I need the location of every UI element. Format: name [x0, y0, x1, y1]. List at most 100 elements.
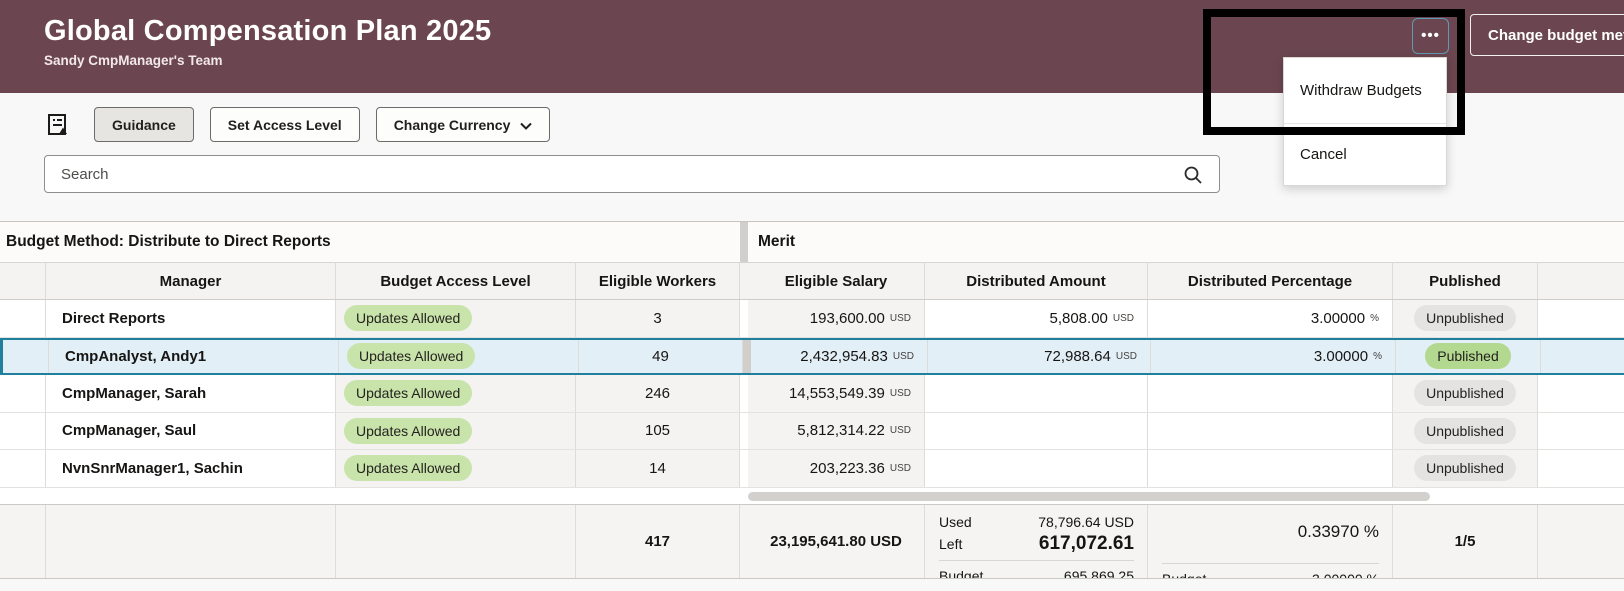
change-budget-method-button[interactable]: Change budget method	[1470, 14, 1624, 56]
published-badge: Unpublished	[1414, 380, 1516, 407]
published-cell: Unpublished	[1393, 300, 1538, 337]
currency-unit: USD	[889, 312, 911, 324]
row-select-cell[interactable]	[0, 300, 46, 337]
distributed-percentage-cell[interactable]	[1148, 412, 1393, 449]
published-badge: Published	[1425, 343, 1511, 370]
left-value: 617,072.61	[1038, 532, 1134, 554]
table-row[interactable]: Direct Reports Updates Allowed 3 193,600…	[0, 300, 1624, 338]
budget-pct-value: 3.00000 %	[1312, 571, 1379, 578]
col-header-eligible-workers[interactable]: Eligible Workers	[576, 263, 740, 299]
distributed-amount-cell[interactable]	[925, 412, 1148, 449]
summary-access-cell	[336, 504, 576, 578]
col-header-extra	[1538, 263, 1624, 299]
manager-cell[interactable]: CmpAnalyst, Andy1	[49, 339, 339, 373]
currency-unit: USD	[889, 462, 911, 474]
published-cell: Unpublished	[1393, 450, 1538, 487]
col-header-eligible-salary[interactable]: Eligible Salary	[748, 263, 925, 299]
eligible-salary-cell: 5,812,314.22 USD	[748, 412, 925, 449]
col-header-manager[interactable]: Manager	[46, 263, 336, 299]
status-badge: Updates Allowed	[344, 455, 473, 482]
published-badge: Unpublished	[1414, 455, 1516, 482]
row-select-cell[interactable]	[0, 412, 46, 449]
published-cell: Unpublished	[1393, 412, 1538, 449]
chevron-down-icon	[520, 117, 533, 133]
col-header-distributed-amount[interactable]: Distributed Amount	[925, 263, 1148, 299]
left-label: Left	[939, 535, 963, 552]
percent-unit: %	[1370, 312, 1379, 324]
status-badge: Updates Allowed	[344, 380, 473, 407]
eligible-workers-cell: 246	[576, 375, 740, 412]
access-level-cell: Updates Allowed	[336, 375, 576, 412]
eligible-workers-cell: 3	[576, 300, 740, 337]
published-cell: Unpublished	[1393, 375, 1538, 412]
col-header-published[interactable]: Published	[1393, 263, 1538, 299]
published-cell: Published	[1396, 339, 1541, 373]
budget-label: Budget	[1162, 571, 1206, 578]
scrollbar-gap	[0, 487, 748, 504]
distributed-percentage-cell[interactable]: 3.00000%	[1148, 300, 1393, 337]
distributed-percentage-cell[interactable]: 3.00000%	[1151, 339, 1396, 373]
col-header-budget-access-level[interactable]: Budget Access Level	[336, 263, 576, 299]
search-input[interactable]	[45, 156, 1219, 192]
page-title: Global Compensation Plan 2025	[44, 15, 492, 47]
menu-item-withdraw-budgets[interactable]: Withdraw Budgets	[1284, 58, 1446, 124]
eligible-workers-cell: 105	[576, 412, 740, 449]
table-row[interactable]: CmpManager, Sarah Updates Allowed 246 14…	[0, 375, 1624, 413]
summary-eligible-workers: 417	[576, 504, 740, 578]
distributed-percentage-cell[interactable]	[1148, 450, 1393, 487]
eligible-workers-cell: 49	[579, 339, 743, 373]
pane-divider	[740, 263, 748, 299]
menu-item-cancel[interactable]: Cancel	[1300, 146, 1347, 163]
change-currency-button[interactable]: Change Currency	[375, 107, 551, 142]
published-badge: Unpublished	[1414, 305, 1516, 332]
manager-cell[interactable]: CmpManager, Sarah	[46, 375, 336, 412]
scrollbar-thumb[interactable]	[748, 491, 1430, 501]
extra-cell	[1538, 450, 1624, 487]
guidance-button[interactable]: Guidance	[94, 107, 194, 142]
budget-method-title: Budget Method: Distribute to Direct Repo…	[6, 233, 331, 250]
table-row-selected[interactable]: CmpAnalyst, Andy1 Updates Allowed 49 2,4…	[0, 337, 1624, 375]
used-value: 78,796.64 USD	[1038, 513, 1134, 530]
status-badge: Updates Allowed	[347, 343, 476, 370]
distributed-percentage-cell[interactable]	[1148, 375, 1393, 412]
guidance-panel-icon[interactable]	[46, 112, 70, 138]
currency-unit: USD	[1115, 350, 1137, 362]
currency-unit: USD	[889, 425, 911, 437]
manager-cell[interactable]: Direct Reports	[46, 300, 336, 337]
page-subtitle: Sandy CmpManager's Team	[44, 53, 223, 68]
pane-divider	[740, 412, 748, 449]
search-icon[interactable]	[1183, 165, 1203, 190]
search-bar	[44, 155, 1220, 193]
row-select-cell[interactable]	[0, 450, 46, 487]
horizontal-scrollbar[interactable]	[748, 487, 1624, 504]
currency-unit: USD	[1112, 312, 1134, 324]
table-row[interactable]: CmpManager, Saul Updates Allowed 105 5,8…	[0, 412, 1624, 450]
manager-cell[interactable]: NvnSnrManager1, Sachin	[46, 450, 336, 487]
pane-divider	[740, 300, 748, 337]
published-badge: Unpublished	[1414, 417, 1516, 444]
used-label: Used	[939, 513, 972, 530]
table-row[interactable]: NvnSnrManager1, Sachin Updates Allowed 1…	[0, 450, 1624, 488]
distributed-amount-cell[interactable]	[925, 375, 1148, 412]
summary-extra-cell	[1538, 504, 1624, 578]
row-select-column-header	[0, 263, 46, 299]
change-currency-label: Change Currency	[393, 116, 511, 133]
access-level-cell: Updates Allowed	[336, 450, 576, 487]
merit-section-title: Merit	[758, 233, 796, 250]
toolbar: Guidance Set Access Level Change Currenc…	[46, 107, 566, 142]
more-actions-button[interactable]: •••	[1412, 18, 1449, 54]
distributed-amount-cell[interactable]: 72,988.64 USD	[928, 339, 1151, 373]
manager-cell[interactable]: CmpManager, Saul	[46, 412, 336, 449]
budget-table: Budget Method: Distribute to Direct Repo…	[0, 221, 1624, 579]
set-access-level-button[interactable]: Set Access Level	[209, 107, 360, 142]
row-select-cell[interactable]	[3, 339, 49, 373]
summary-manager-cell	[46, 504, 336, 578]
status-badge: Updates Allowed	[344, 417, 473, 444]
row-select-cell[interactable]	[0, 375, 46, 412]
distributed-amount-cell[interactable]	[925, 450, 1148, 487]
col-header-distributed-percentage[interactable]: Distributed Percentage	[1148, 263, 1393, 299]
pane-divider	[740, 450, 748, 487]
distributed-amount-cell[interactable]: 5,808.00 USD	[925, 300, 1148, 337]
extra-cell	[1541, 339, 1624, 373]
budget-amount: 695,869.25	[1063, 567, 1134, 578]
